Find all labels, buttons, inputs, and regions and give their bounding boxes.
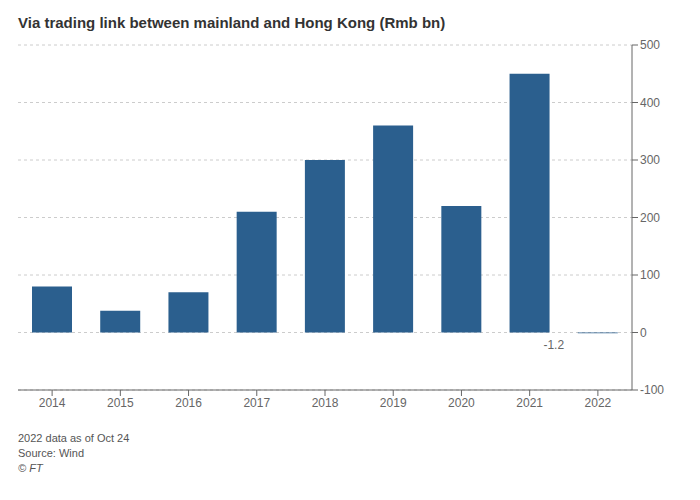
svg-text:2014: 2014 <box>39 396 66 410</box>
svg-text:300: 300 <box>640 153 660 167</box>
svg-text:-100: -100 <box>640 383 664 397</box>
svg-text:2017: 2017 <box>243 396 270 410</box>
html-text:2022 data as of Oct 24: 2022 data as of Oct 24 <box>18 432 130 444</box>
svg-text:2015: 2015 <box>107 396 134 410</box>
svg-text:200: 200 <box>640 211 660 225</box>
svg-text:2022: 2022 <box>585 396 612 410</box>
svg-text:2020: 2020 <box>448 396 475 410</box>
html-text:Via trading link between mainl: Via trading link between mainland and Ho… <box>18 14 446 31</box>
svg-text:400: 400 <box>640 96 660 110</box>
html-text:Source: Wind: Source: Wind <box>18 447 84 459</box>
svg-text:2021: 2021 <box>516 396 543 410</box>
svg-text:100: 100 <box>640 268 660 282</box>
svg-text:0: 0 <box>640 326 647 340</box>
svg-text:-1.2: -1.2 <box>543 338 564 352</box>
svg-text:2016: 2016 <box>175 396 202 410</box>
svg-text:500: 500 <box>640 38 660 52</box>
svg-text:2018: 2018 <box>312 396 339 410</box>
html-text:© FT: © FT <box>18 462 43 474</box>
svg-text:2019: 2019 <box>380 396 407 410</box>
